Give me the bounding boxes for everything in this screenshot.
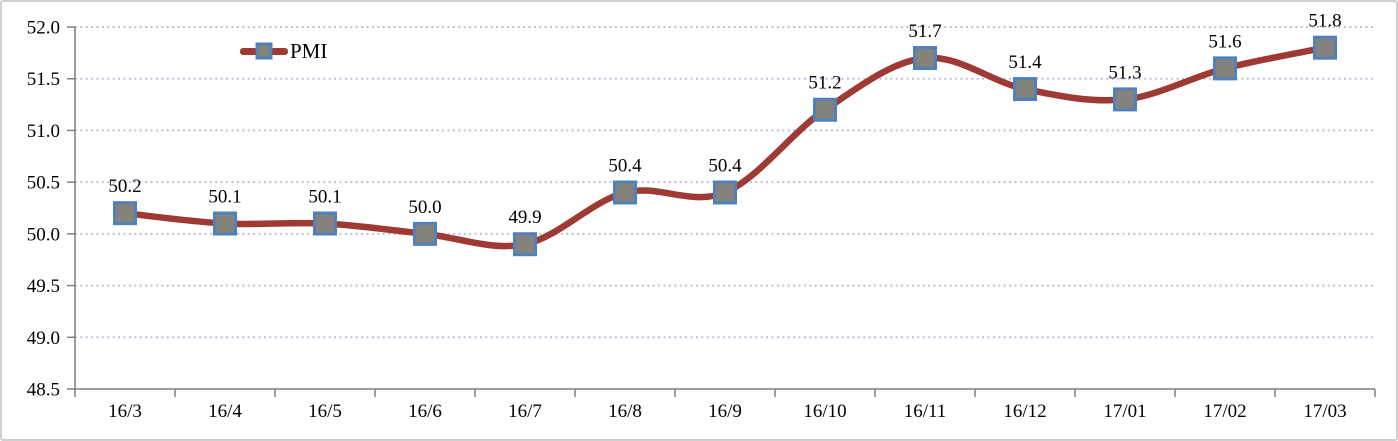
data-point-marker-17/02 [1213, 56, 1237, 81]
data-point-value-label: 50.4 [608, 155, 642, 176]
x-axis-category-label: 16/8 [608, 401, 642, 422]
x-axis-category-label: 16/7 [508, 401, 542, 422]
y-axis-tick-label: 52.0 [27, 18, 60, 39]
data-point-value-label: 51.3 [1108, 62, 1141, 83]
x-axis-category-label: 16/9 [708, 401, 742, 422]
pmi-series-line [121, 44, 1329, 250]
y-axis-tick-label: 49.0 [27, 328, 60, 349]
data-point-value-label: 50.0 [408, 197, 441, 218]
x-axis-category-label: 17/02 [1203, 401, 1246, 422]
data-point-marker-17/01 [1113, 87, 1137, 112]
data-point-value-label: 51.4 [1008, 52, 1042, 73]
data-point-value-label: 50.2 [108, 176, 141, 197]
data-point-marker-16/4 [213, 211, 237, 236]
data-point-value-label: 51.7 [908, 21, 941, 42]
x-axis-category-label: 17/01 [1103, 401, 1146, 422]
y-axis-tick-label: 49.5 [27, 276, 60, 297]
data-point-marker-16/3 [113, 201, 137, 226]
data-point-value-label: 50.4 [708, 155, 742, 176]
y-axis-tick-label: 51.5 [27, 69, 60, 90]
x-axis-category-label: 16/3 [108, 401, 142, 422]
data-point-marker-17/03 [1313, 35, 1337, 60]
legend: PMI [240, 38, 327, 64]
x-axis-category-label: 16/6 [408, 401, 442, 422]
data-point-marker-16/6 [413, 221, 437, 246]
data-point-value-label: 51.2 [808, 73, 841, 94]
data-point-value-label: 51.8 [1308, 11, 1341, 32]
legend-marker-icon [255, 42, 273, 60]
y-axis-tick-label: 50.5 [27, 173, 60, 194]
x-axis-category-label: 17/03 [1303, 401, 1346, 422]
y-axis-tick-label: 51.0 [27, 121, 60, 142]
data-point-value-label: 50.1 [308, 187, 341, 208]
x-axis-category-label: 16/12 [1003, 401, 1046, 422]
x-axis-category-label: 16/4 [208, 401, 242, 422]
data-point-value-label: 51.6 [1208, 31, 1241, 52]
y-axis-tick-label: 48.5 [27, 380, 60, 401]
data-point-marker-16/9 [713, 180, 737, 205]
x-axis-category-label: 16/5 [308, 401, 342, 422]
data-point-value-label: 50.1 [208, 187, 241, 208]
data-point-marker-16/10 [813, 97, 837, 122]
legend-line-sample [240, 42, 288, 60]
data-point-marker-16/11 [913, 46, 937, 71]
data-point-value-label: 49.9 [508, 207, 541, 228]
legend-label: PMI [290, 38, 328, 63]
y-axis-tick-label: 50.0 [27, 224, 60, 245]
x-axis-category-label: 16/10 [803, 401, 846, 422]
data-point-marker-16/5 [313, 211, 337, 236]
x-axis-category-label: 16/11 [904, 401, 947, 422]
data-point-marker-16/8 [613, 180, 637, 205]
data-point-marker-16/7 [513, 232, 537, 257]
data-point-marker-16/12 [1013, 77, 1037, 102]
